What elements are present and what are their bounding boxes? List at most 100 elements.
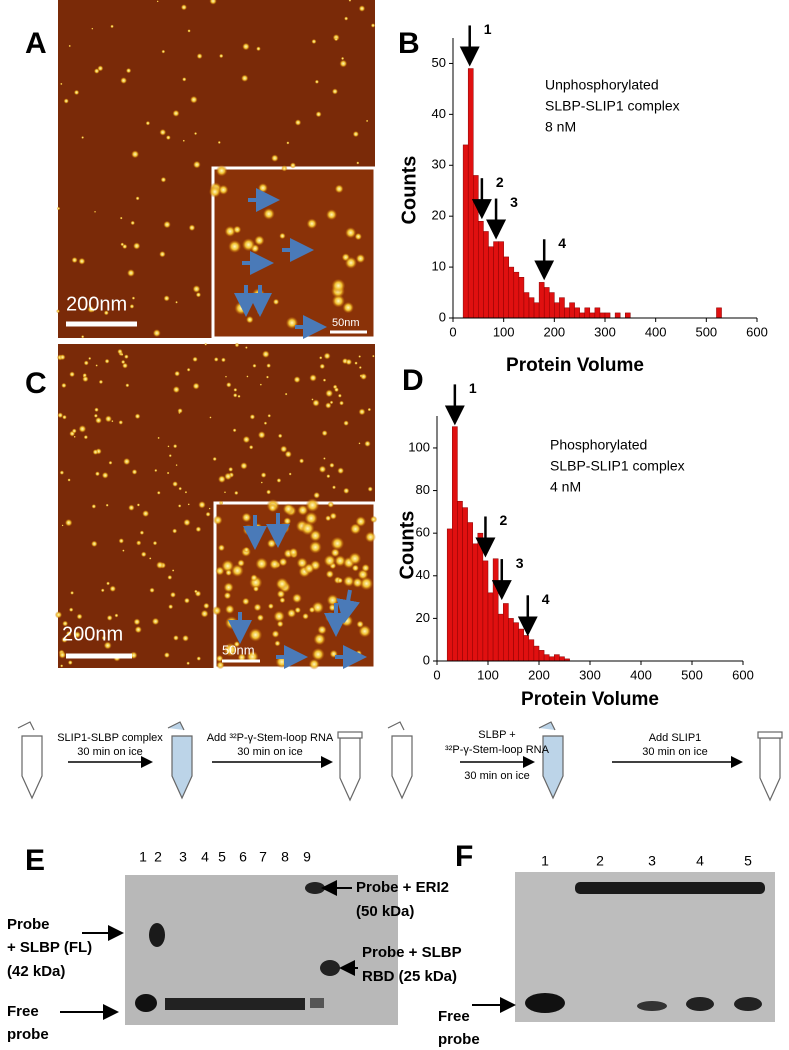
bar xyxy=(559,656,565,662)
particle xyxy=(267,603,274,610)
particle xyxy=(133,618,141,626)
y-tick-label: 80 xyxy=(416,482,430,497)
particle xyxy=(101,471,109,479)
particle xyxy=(225,569,232,577)
particle xyxy=(163,220,171,229)
annotation: Phosphorylated xyxy=(550,437,647,453)
particle xyxy=(184,490,188,494)
particle xyxy=(286,608,297,618)
particle xyxy=(200,609,209,618)
protocol-text: SLBP + xyxy=(478,729,515,741)
particle xyxy=(175,464,178,467)
particle xyxy=(54,611,63,619)
afm-image xyxy=(54,342,378,670)
particle xyxy=(58,651,67,659)
particle xyxy=(183,518,191,527)
particle xyxy=(125,383,130,388)
particle xyxy=(317,625,327,635)
particle xyxy=(339,400,344,406)
annotation: 4 nM xyxy=(550,479,581,495)
particle xyxy=(237,653,247,662)
bar xyxy=(518,628,524,662)
particle xyxy=(195,292,202,298)
tubes xyxy=(17,721,783,802)
particle xyxy=(172,109,180,117)
particle xyxy=(152,540,158,546)
bar xyxy=(554,654,560,662)
bar xyxy=(483,231,489,319)
lane-number: 5 xyxy=(218,849,226,865)
particle xyxy=(259,383,263,386)
annotation: SLBP-SLIP1 complex xyxy=(550,458,685,474)
panel-label: E xyxy=(25,844,45,877)
particle xyxy=(245,346,248,349)
particle xyxy=(293,376,301,384)
particle xyxy=(122,549,125,552)
particle xyxy=(276,620,284,628)
panel-label: D xyxy=(402,364,424,397)
particle xyxy=(216,654,224,663)
bar xyxy=(599,312,606,319)
particle xyxy=(263,421,268,425)
particle xyxy=(170,591,176,598)
particle xyxy=(87,306,95,313)
particle xyxy=(130,220,136,226)
particle xyxy=(104,358,110,364)
particle xyxy=(260,481,263,484)
particle xyxy=(109,585,117,592)
particle xyxy=(60,664,64,668)
particle xyxy=(231,564,244,577)
particle xyxy=(242,435,251,444)
particle xyxy=(149,587,155,593)
particle xyxy=(313,633,326,646)
particle xyxy=(254,235,265,246)
particle xyxy=(156,0,159,3)
particle xyxy=(364,440,371,447)
particle xyxy=(218,500,224,506)
particle xyxy=(163,295,170,302)
annotation: SLBP-SLIP1 complex xyxy=(545,98,680,114)
particle xyxy=(94,407,99,413)
particle xyxy=(352,130,359,138)
gel-arrows xyxy=(60,880,516,1020)
particle xyxy=(246,375,249,378)
particle xyxy=(136,503,141,507)
particle xyxy=(81,136,85,139)
gel-label: (50 kDa) xyxy=(356,903,414,920)
particle xyxy=(256,308,263,315)
particle xyxy=(342,301,354,314)
particle xyxy=(218,53,224,59)
bar xyxy=(614,312,621,319)
particle xyxy=(300,521,315,536)
particle xyxy=(108,460,113,465)
particle xyxy=(242,42,250,51)
annotation: Unphosphorylated xyxy=(545,77,659,93)
particle xyxy=(131,469,138,475)
particle xyxy=(83,360,89,366)
particle xyxy=(171,569,175,572)
particle xyxy=(217,475,226,484)
particle xyxy=(367,407,372,412)
particle xyxy=(83,434,89,440)
particle xyxy=(101,635,107,641)
particle xyxy=(69,371,75,378)
bar xyxy=(554,302,560,319)
particle xyxy=(120,353,124,356)
particle xyxy=(209,0,217,5)
x-tick-label: 300 xyxy=(579,667,601,682)
particle xyxy=(323,457,326,460)
lane-number: 7 xyxy=(259,849,267,865)
particle xyxy=(252,585,260,592)
particle xyxy=(172,481,179,487)
bar xyxy=(503,603,509,662)
particle xyxy=(355,650,362,657)
particle xyxy=(337,393,342,398)
particle xyxy=(256,614,264,622)
particle xyxy=(192,160,201,169)
particle xyxy=(59,354,66,361)
particle xyxy=(348,552,362,565)
y-axis-label: Counts xyxy=(398,156,420,225)
bar xyxy=(467,522,473,662)
x-tick-label: 100 xyxy=(493,324,515,339)
particle xyxy=(156,490,161,495)
